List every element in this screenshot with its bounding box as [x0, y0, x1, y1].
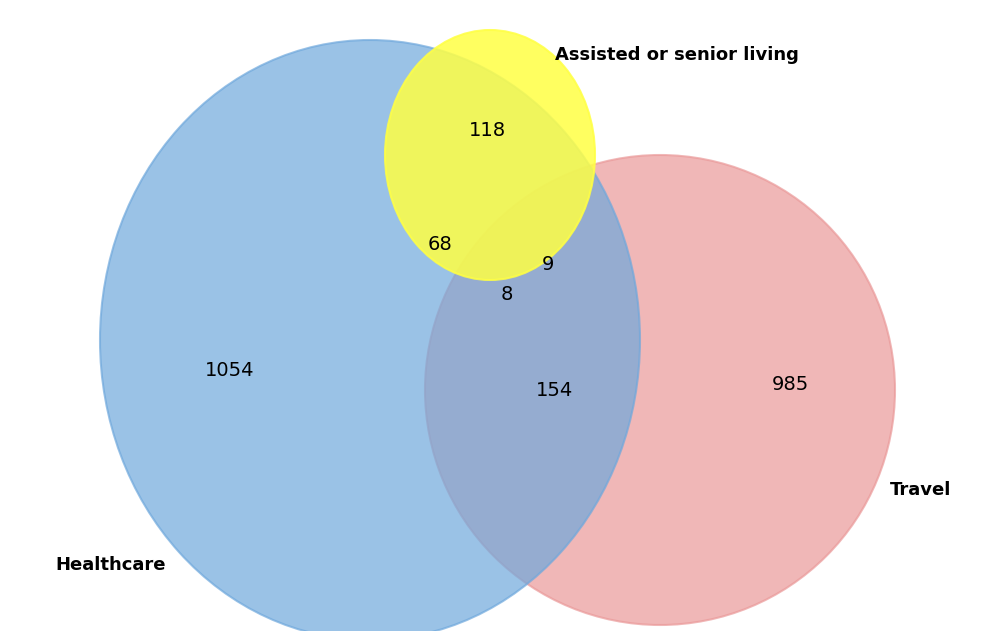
Text: Travel: Travel	[890, 481, 951, 499]
Text: Healthcare: Healthcare	[55, 556, 166, 574]
Text: 154: 154	[536, 380, 574, 399]
Text: Assisted or senior living: Assisted or senior living	[555, 46, 799, 64]
Text: 118: 118	[468, 121, 506, 139]
Ellipse shape	[100, 40, 640, 631]
Text: 8: 8	[501, 285, 513, 305]
Ellipse shape	[425, 155, 895, 625]
Text: 985: 985	[771, 375, 809, 394]
Text: 1054: 1054	[205, 360, 255, 379]
Ellipse shape	[385, 30, 595, 280]
Text: 9: 9	[542, 256, 554, 274]
Text: 68: 68	[428, 235, 452, 254]
